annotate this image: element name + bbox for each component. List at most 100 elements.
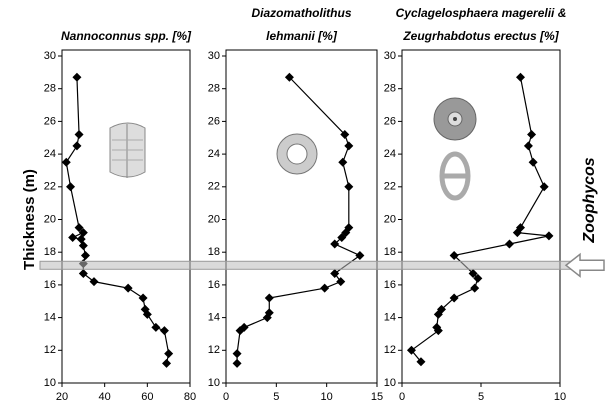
data-point <box>74 223 84 233</box>
zoophycos-band <box>39 260 581 270</box>
y-tick-label: 30 <box>384 50 396 62</box>
y-tick-label: 18 <box>208 246 220 258</box>
y-tick-label: 20 <box>208 213 220 225</box>
y-tick-label: 30 <box>44 50 56 62</box>
data-point <box>162 358 172 368</box>
x-tick-label: 15 <box>371 391 383 403</box>
data-point <box>232 358 242 368</box>
x-tick-label: 10 <box>321 391 333 403</box>
data-point <box>433 309 443 319</box>
panel-title: lehmanii [%] <box>266 29 338 43</box>
data-point <box>235 326 245 336</box>
y-tick-label: 12 <box>208 344 220 356</box>
data-point <box>337 232 347 242</box>
icon-zeugrhabdotus <box>439 151 471 201</box>
y-tick-label: 10 <box>44 377 56 389</box>
y-tick-label: 30 <box>208 50 220 62</box>
data-point <box>338 157 348 167</box>
data-point <box>232 349 242 359</box>
y-tick-label: 26 <box>44 115 56 127</box>
y-tick-label: 12 <box>384 344 396 356</box>
data-point <box>72 72 82 82</box>
y-tick-label: 20 <box>384 213 396 225</box>
icon-diazomatholithus <box>276 133 318 175</box>
data-point <box>159 326 169 336</box>
panel-title: Diazomatholithus <box>251 6 351 20</box>
data-point <box>72 141 82 151</box>
data-point <box>264 293 274 303</box>
data-point <box>539 182 549 192</box>
data-point <box>528 157 538 167</box>
y-tick-label: 14 <box>208 312 220 324</box>
data-point <box>151 322 161 332</box>
data-point <box>66 182 76 192</box>
y-tick-label: 16 <box>208 279 220 291</box>
zoophycos-label: Zoophycos <box>581 157 598 243</box>
data-point <box>284 72 294 82</box>
x-tick-label: 5 <box>478 391 484 403</box>
data-point <box>544 231 554 241</box>
x-tick-label: 80 <box>184 391 196 403</box>
data-point <box>336 277 346 287</box>
data-point <box>355 250 365 260</box>
data-point <box>512 228 522 238</box>
data-point <box>330 239 340 249</box>
data-point <box>449 293 459 303</box>
y-tick-label: 28 <box>44 83 56 95</box>
data-point <box>78 268 88 278</box>
data-point <box>527 129 537 139</box>
y-tick-label: 28 <box>384 83 396 95</box>
x-tick-label: 0 <box>223 391 229 403</box>
data-point <box>344 141 354 151</box>
y-tick-label: 16 <box>44 279 56 291</box>
zoophycos-arrow <box>564 252 605 278</box>
x-tick-label: 10 <box>554 391 566 403</box>
x-tick-label: 40 <box>99 391 111 403</box>
data-point <box>89 277 99 287</box>
data-point <box>433 326 443 336</box>
y-tick-label: 14 <box>384 312 396 324</box>
data-point <box>344 182 354 192</box>
y-tick-label: 22 <box>44 181 56 193</box>
icon-nannoconus <box>109 122 146 178</box>
data-point <box>416 357 426 367</box>
y-tick-label: 10 <box>208 377 220 389</box>
data-point <box>262 313 272 323</box>
data-point <box>330 268 340 278</box>
data-point <box>74 129 84 139</box>
y-tick-label: 24 <box>208 148 220 160</box>
panel-title: Zeugrhabdotus erectus [%] <box>402 29 559 43</box>
data-point <box>449 250 459 260</box>
data-point <box>340 129 350 139</box>
data-point <box>61 157 71 167</box>
data-point <box>523 141 533 151</box>
plot-frame <box>225 49 378 384</box>
y-tick-label: 12 <box>44 344 56 356</box>
data-point <box>138 293 148 303</box>
data-line <box>65 77 170 364</box>
data-point <box>406 345 416 355</box>
data-point <box>470 283 480 293</box>
y-tick-label: 16 <box>384 279 396 291</box>
panel-title: Cyclagelosphaera magerelii & <box>396 6 567 20</box>
y-tick-label: 14 <box>44 312 56 324</box>
y-tick-label: 18 <box>384 246 396 258</box>
x-tick-label: 5 <box>273 391 279 403</box>
y-tick-label: 10 <box>384 377 396 389</box>
data-point <box>320 283 330 293</box>
data-point <box>164 349 174 359</box>
x-tick-label: 0 <box>399 391 405 403</box>
y-tick-label: 22 <box>384 181 396 193</box>
data-point <box>78 241 88 251</box>
data-point <box>68 232 78 242</box>
data-point <box>504 239 514 249</box>
panel-title: Nannoconnus spp. [%] <box>61 29 192 43</box>
data-point <box>468 268 478 278</box>
data-point <box>516 72 525 82</box>
data-point <box>473 273 483 283</box>
x-tick-label: 20 <box>56 391 68 403</box>
y-tick-label: 26 <box>384 115 396 127</box>
y-axis-label: Thickness (m) <box>21 169 38 270</box>
